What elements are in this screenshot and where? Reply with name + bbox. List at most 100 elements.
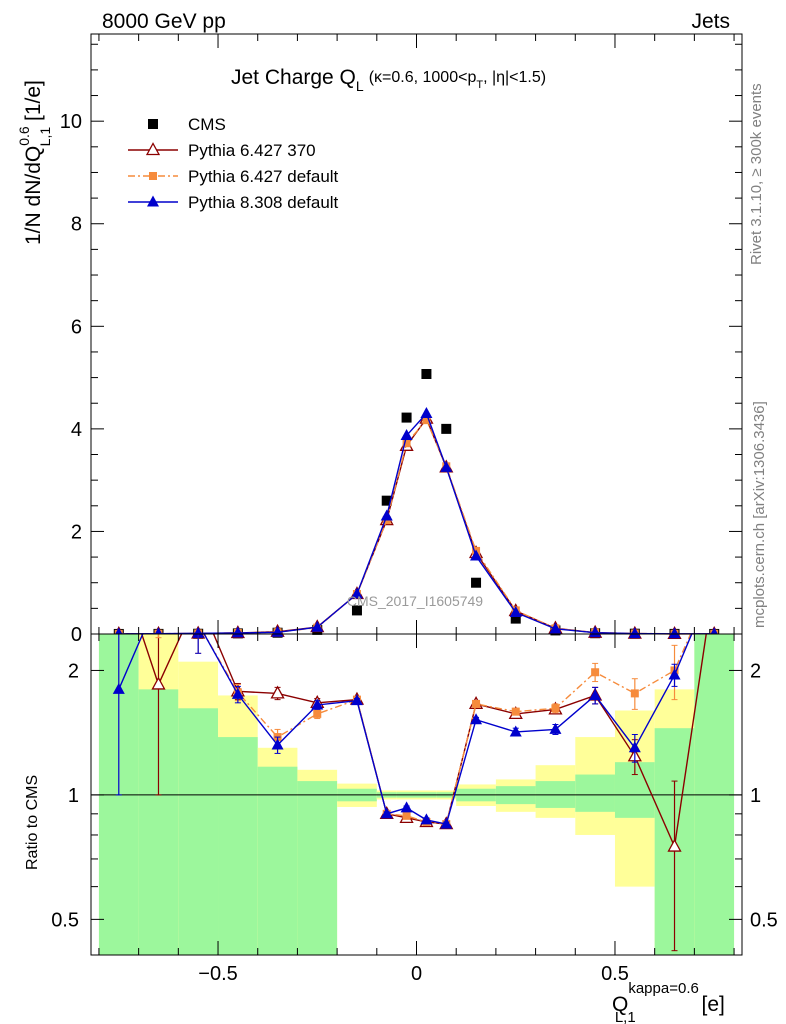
ratio-line-pythia-8-308-default [118,634,693,825]
data-point [470,549,483,561]
ratio-y-tick-label: 1 [68,785,79,807]
data-point [311,620,324,632]
data-point [421,369,432,379]
main-y-tick-label: 4 [71,419,82,441]
ratio-point [472,699,481,708]
ratio-point [549,722,562,734]
ratio-point [380,807,393,819]
data-point [192,626,205,638]
main-y-tick-label: 6 [71,316,82,338]
ratio-y-tick-label-right: 0.5 [750,909,778,931]
ratio-y-tick-label-right: 2 [750,660,761,682]
ratio-point [112,682,125,694]
ratio-y-tick-label: 0.5 [51,909,79,931]
data-point [402,439,411,448]
data-point [628,627,641,639]
ratio-point [708,574,720,585]
ratio-plot-axes: 0.5 0.5 1 1 2 2 −0.5 0 0.5 [51,634,778,985]
ratio-point [589,688,602,700]
watermark: CMS_2017_I1605749 [347,593,483,609]
legend-marker-pythia-6-427-370 [145,142,161,156]
x-tick-label: 0 [411,963,422,985]
main-y-tick-label: 8 [71,214,82,236]
ratio-point [154,594,162,602]
ratio-line-pythia-6-427-370 [140,634,707,850]
ratio-point [591,668,600,677]
ratio-series-pythia-8-308-default [112,574,720,829]
data-point [231,626,244,638]
chart-title-condition: (κ=0.6, 1000<p [369,69,477,86]
legend-label-pythia-6-427-370: Pythia 6.427 370 [188,141,316,160]
chart-title-condition-subscript: T [476,79,483,91]
data-point [380,509,393,521]
chart-title-main: Jet Charge Q [231,66,356,89]
main-y-axis-label-superscript: 0.6 [16,126,32,146]
ratio-point [708,574,720,585]
legend-marker-pythia-8-308-default [147,195,159,207]
data-point [381,495,392,506]
chart-title-subscript: L [356,78,364,94]
main-y-tick-label: 10 [60,111,82,133]
ratio-point [115,566,123,574]
data-point [400,429,413,441]
uncertainty-band-inner [575,774,615,812]
ratio-point [402,811,411,820]
legend-marker-cms [148,119,158,129]
ratio-point [511,707,520,716]
uncertainty-band-inner [218,737,258,955]
ratio-point [350,694,363,706]
ratio-y-axis-label: Ratio to CMS [24,775,41,870]
ratio-y-tick-label-right: 1 [750,785,761,807]
main-y-axis-label-text: 1/N dN/dQ [22,146,45,245]
ratio-point [668,668,681,680]
main-y-axis-label: 1/N dN/dQ0.6 L,1 [1/e] [16,80,53,245]
x-tick-label: 0.5 [601,963,629,985]
uncertainty-band-inner [178,708,219,955]
x-axis-label-subscript: L,1 [615,1009,636,1024]
uncertainty-band-inner [297,781,338,955]
ratio-point [509,725,522,737]
data-point [549,622,562,634]
data-point [422,416,431,425]
series-line-pythia-8-308-default [118,412,715,635]
legend-label-pythia-8-308-default: Pythia 8.308 default [188,193,339,212]
data-point [351,605,362,616]
main-y-axis-label-subscript: L,1 [37,127,53,147]
data-point [509,605,522,617]
ratio-point [710,577,718,585]
data-point [471,577,482,588]
ratio-plot-panel: 0.5 0.5 1 1 2 2 −0.5 0 0.5 Ratio to CMS Qkappa=0… [24,558,778,1024]
ratio-point [192,591,204,602]
data-point [441,423,452,434]
legend-label-cms: CMS [188,115,226,134]
ratio-point [313,709,322,718]
x-axis-label-superscript: kappa=0.6 [628,980,698,997]
energy-label: 8000 GeV pp [102,10,226,33]
chart-title: Jet Charge QL (κ=0.6, 1000<pT, |η|<1.5) [231,66,546,94]
legend: CMS Pythia 6.427 370 Pythia 6.427 default P… [128,115,339,212]
data-point [350,587,363,599]
data-point [668,627,681,639]
x-tick-label: −0.5 [198,963,237,985]
ratio-point [231,687,244,699]
ratio-point [667,838,682,852]
x-axis-label: Qkappa=0.6 L,1 [e] [612,980,725,1024]
x-axis-label-text: Q [612,993,628,1016]
main-plot-panel: 0 2 4 6 8 10 CMS_2017_I1605749 Jet Charge QL (… [16,33,743,646]
ratio-point [271,738,284,750]
main-y-tick-label: 0 [71,624,82,646]
ratio-point [151,676,166,690]
data-point [420,406,433,418]
ratio-point [630,689,639,698]
ratio-point [551,704,560,713]
legend-marker-pythia-6-427-default [149,172,157,180]
ratio-point [420,813,433,825]
mcplots-label: mcplots.cern.ch [arXiv:1306.3436] [751,401,768,628]
ratio-point [311,698,324,710]
ratio-line-pythia-6-427-default [203,634,692,825]
main-plot-axes: 0 2 4 6 8 10 [60,34,742,646]
ratio-point [470,713,483,725]
ratio-point [113,558,125,569]
ratio-y-tick-label: 2 [68,660,79,682]
